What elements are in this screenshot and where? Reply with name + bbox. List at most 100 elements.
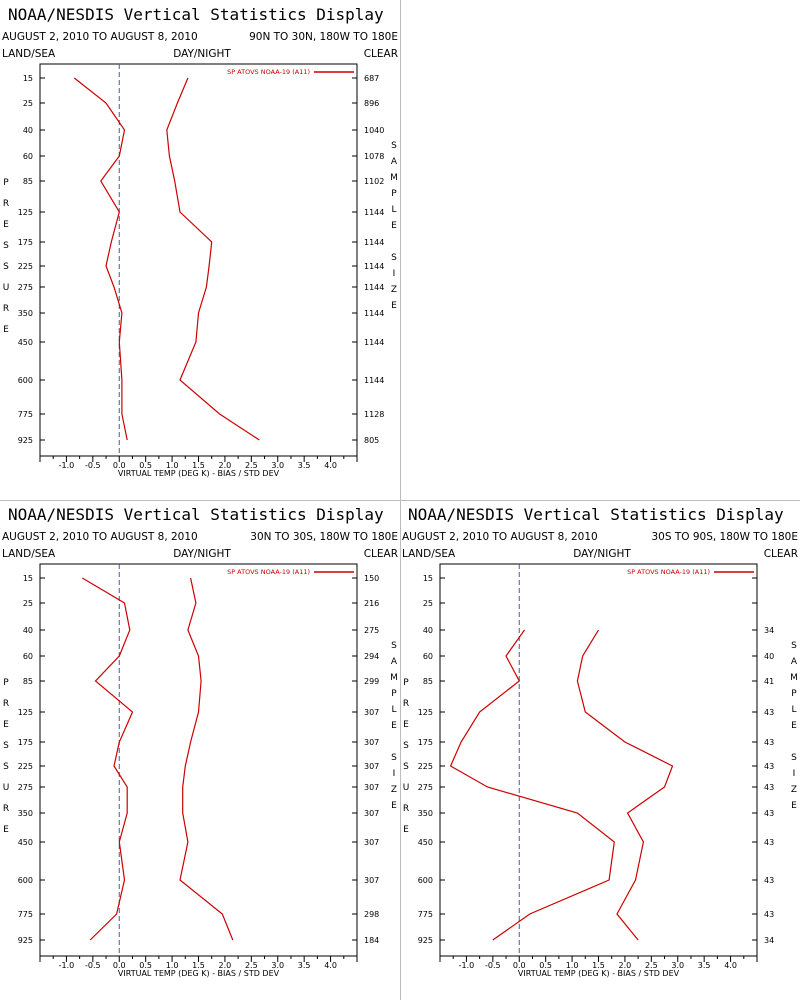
sample-size-label: 216 [364, 599, 379, 608]
sample-size-axis-letter: P [791, 689, 797, 699]
sample-size-axis-letter: I [393, 769, 396, 779]
sample-size-label: 43 [764, 910, 774, 919]
clear-label: CLEAR [364, 548, 398, 560]
pressure-tick-label: 275 [18, 283, 33, 292]
x-tick-label: 2.0 [619, 961, 632, 970]
x-tick-label: -0.5 [85, 461, 101, 470]
y-axis-label-letter: S [3, 741, 9, 751]
sample-size-label: 298 [364, 910, 379, 919]
chart-svg: NOAA/NESDIS Vertical Statistics Display A… [2, 505, 398, 978]
pressure-tick-label: 125 [18, 208, 33, 217]
y-axis-label-letter: R [403, 699, 409, 709]
x-tick-label: 2.5 [645, 961, 658, 970]
y-axis-label-letter: R [3, 304, 9, 314]
x-tick-label: 3.5 [298, 461, 311, 470]
sample-size-label: 43 [764, 738, 774, 747]
x-tick-label: 1.5 [192, 461, 205, 470]
sample-size-axis-letter: E [391, 801, 397, 811]
pressure-tick-label: 925 [18, 936, 33, 945]
x-tick-label: 0.0 [113, 461, 126, 470]
y-axis-label-letter: S [403, 741, 409, 751]
pressure-tick-label: 175 [18, 238, 33, 247]
y-axis-label-letter: U [3, 283, 10, 293]
sample-size-axis-letter: S [391, 253, 397, 263]
sample-size-label: 1144 [364, 376, 384, 385]
sample-size-axis-letter: E [791, 801, 797, 811]
sample-size-label: 1144 [364, 208, 384, 217]
pressure-tick-label: 25 [23, 599, 33, 608]
x-tick-label: 1.5 [592, 961, 605, 970]
pressure-tick-label: 85 [23, 677, 33, 686]
sample-size-axis-letter: A [391, 157, 398, 167]
chart-title: NOAA/NESDIS Vertical Statistics Display [408, 505, 784, 524]
sample-size-axis-letter: I [393, 269, 396, 279]
sample-size-axis-letter: P [391, 689, 397, 699]
pressure-tick-label: 225 [18, 762, 33, 771]
pressure-tick-label: 275 [18, 783, 33, 792]
sample-size-label: 34 [764, 626, 774, 635]
y-axis-label-letter: S [3, 262, 9, 272]
legend-label: SP ATOVS NOAA-19 (A11) [627, 568, 710, 576]
y-axis-label-letter: P [3, 678, 9, 688]
pressure-tick-label: 925 [18, 436, 33, 445]
region-label: 90N TO 30N, 180W TO 180E [249, 31, 398, 43]
land-sea-label: LAND/SEA [2, 48, 56, 60]
sample-size-axis-letter: Z [391, 285, 397, 295]
bias-series-line [73, 77, 128, 441]
pressure-tick-label: 775 [18, 910, 33, 919]
y-axis-label-letter: R [3, 804, 9, 814]
panel-30n-30s: NOAA/NESDIS Vertical Statistics Display A… [0, 500, 400, 1000]
sample-size-label: 307 [364, 809, 379, 818]
pressure-tick-label: 350 [18, 309, 33, 318]
sample-size-label: 896 [364, 99, 379, 108]
sample-size-axis-letter: S [791, 641, 797, 651]
x-tick-label: -0.5 [485, 961, 501, 970]
pressure-tick-label: 85 [23, 177, 33, 186]
sample-size-label: 687 [364, 74, 379, 83]
pressure-tick-label: 350 [418, 809, 433, 818]
y-axis-label-letter: E [3, 220, 9, 230]
sample-size-axis-letter: L [791, 705, 796, 715]
x-tick-label: 3.0 [271, 961, 284, 970]
sample-size-axis-letter: M [790, 673, 798, 683]
horizontal-divider [0, 500, 800, 501]
legend-label: SP ATOVS NOAA-19 (A11) [227, 68, 310, 76]
chart-title: NOAA/NESDIS Vertical Statistics Display [8, 505, 384, 524]
date-range: AUGUST 2, 2010 TO AUGUST 8, 2010 [402, 531, 598, 543]
sample-size-label: 275 [364, 626, 379, 635]
sample-size-label: 307 [364, 738, 379, 747]
plot-frame [439, 563, 758, 957]
sample-size-label: 294 [364, 652, 379, 661]
sample-size-label: 150 [364, 574, 379, 583]
sample-size-axis-letter: Z [391, 785, 397, 795]
x-tick-label: 2.5 [245, 961, 258, 970]
x-tick-label: 0.0 [513, 961, 526, 970]
pressure-tick-label: 775 [18, 410, 33, 419]
sample-size-axis-letter: I [793, 769, 796, 779]
sample-size-axis-letter: M [390, 673, 398, 683]
y-axis-label-letter: E [403, 825, 409, 835]
y-axis-label-letter: P [403, 678, 409, 688]
sample-size-label: 299 [364, 677, 379, 686]
x-tick-label: 3.5 [698, 961, 711, 970]
sample-size-axis-letter: P [391, 189, 397, 199]
pressure-tick-label: 40 [23, 626, 33, 635]
sample-size-axis-letter: S [391, 141, 397, 151]
sample-size-label: 1102 [364, 177, 384, 186]
pressure-tick-label: 15 [23, 74, 33, 83]
sample-size-axis-letter: L [391, 205, 396, 215]
x-tick-label: 4.0 [724, 961, 737, 970]
sample-size-axis-letter: A [791, 657, 798, 667]
pressure-tick-label: 450 [418, 838, 433, 847]
plot-frame [39, 563, 358, 957]
sample-size-label: 34 [764, 936, 774, 945]
pressure-tick-label: 60 [23, 652, 33, 661]
pressure-tick-label: 25 [423, 599, 433, 608]
y-axis-label-letter: P [3, 178, 9, 188]
sample-size-label: 1144 [364, 262, 384, 271]
pressure-tick-label: 925 [418, 936, 433, 945]
x-tick-label: 2.0 [219, 461, 232, 470]
x-tick-label: 1.0 [566, 961, 579, 970]
pressure-tick-label: 15 [23, 574, 33, 583]
day-night-label: DAY/NIGHT [573, 548, 631, 560]
